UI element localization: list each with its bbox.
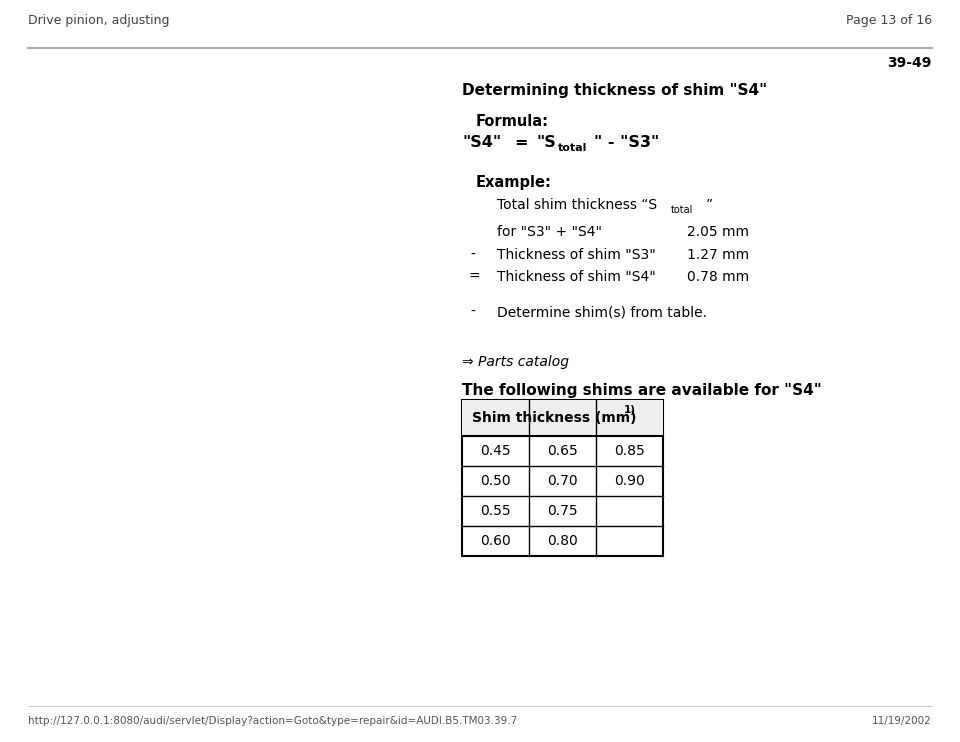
Text: =: = — [514, 135, 527, 150]
Bar — [462, 400, 663, 436]
Text: 0.60: 0.60 — [480, 534, 511, 548]
Text: 0.90: 0.90 — [614, 474, 645, 488]
Text: 0.70: 0.70 — [547, 474, 578, 488]
Text: 39-49: 39-49 — [888, 56, 932, 70]
Text: Example:: Example: — [476, 175, 552, 190]
Text: 2.05 mm: 2.05 mm — [687, 225, 749, 239]
Text: Total shim thickness “S: Total shim thickness “S — [497, 198, 658, 212]
Text: =: = — [469, 270, 481, 284]
Text: Shim thickness (mm): Shim thickness (mm) — [472, 411, 636, 425]
Text: 0.65: 0.65 — [547, 444, 578, 458]
Text: 0.45: 0.45 — [480, 444, 511, 458]
Text: Determine shim(s) from table.: Determine shim(s) from table. — [497, 305, 707, 319]
Text: Thickness of shim "S3": Thickness of shim "S3" — [497, 248, 656, 262]
Text: for "S3" + "S4": for "S3" + "S4" — [497, 225, 602, 239]
Text: 1.27 mm: 1.27 mm — [687, 248, 749, 262]
Text: 11/19/2002: 11/19/2002 — [873, 716, 932, 726]
Text: Page 13 of 16: Page 13 of 16 — [846, 14, 932, 27]
Text: Formula:: Formula: — [476, 114, 549, 129]
Text: The following shims are available for "S4": The following shims are available for "S… — [462, 383, 822, 398]
Text: Drive pinion, adjusting: Drive pinion, adjusting — [28, 14, 170, 27]
Text: -: - — [470, 305, 475, 319]
Text: 0.75: 0.75 — [547, 504, 578, 518]
Text: 0.85: 0.85 — [614, 444, 645, 458]
Text: 0.80: 0.80 — [547, 534, 578, 548]
Text: "S: "S — [537, 135, 557, 150]
Text: http://127.0.0.1:8080/audi/servlet/Display?action=Goto&type=repair&id=AUDI.B5.TM: http://127.0.0.1:8080/audi/servlet/Displ… — [28, 716, 517, 726]
Bar — [462, 400, 663, 556]
Text: total: total — [558, 143, 588, 153]
Text: " - "S3": " - "S3" — [594, 135, 660, 150]
Text: Thickness of shim "S4": Thickness of shim "S4" — [497, 270, 656, 284]
Text: ”: ” — [706, 198, 713, 212]
Text: 0.55: 0.55 — [480, 504, 511, 518]
Text: 1): 1) — [624, 405, 636, 415]
Text: ⇒ Parts catalog: ⇒ Parts catalog — [462, 355, 569, 369]
Text: "S4": "S4" — [462, 135, 501, 150]
Text: 0.78 mm: 0.78 mm — [687, 270, 749, 284]
Text: total: total — [671, 205, 693, 215]
Text: Determining thickness of shim "S4": Determining thickness of shim "S4" — [462, 83, 767, 98]
Text: -: - — [470, 248, 475, 262]
Text: 0.50: 0.50 — [480, 474, 511, 488]
